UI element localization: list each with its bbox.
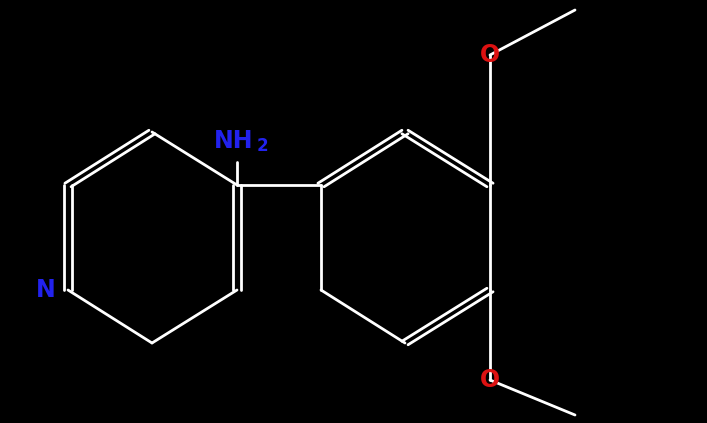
Text: 2: 2 [257,137,269,155]
Text: NH: NH [214,129,253,153]
Text: N: N [35,278,55,302]
Text: O: O [480,43,500,67]
Text: O: O [480,368,500,392]
